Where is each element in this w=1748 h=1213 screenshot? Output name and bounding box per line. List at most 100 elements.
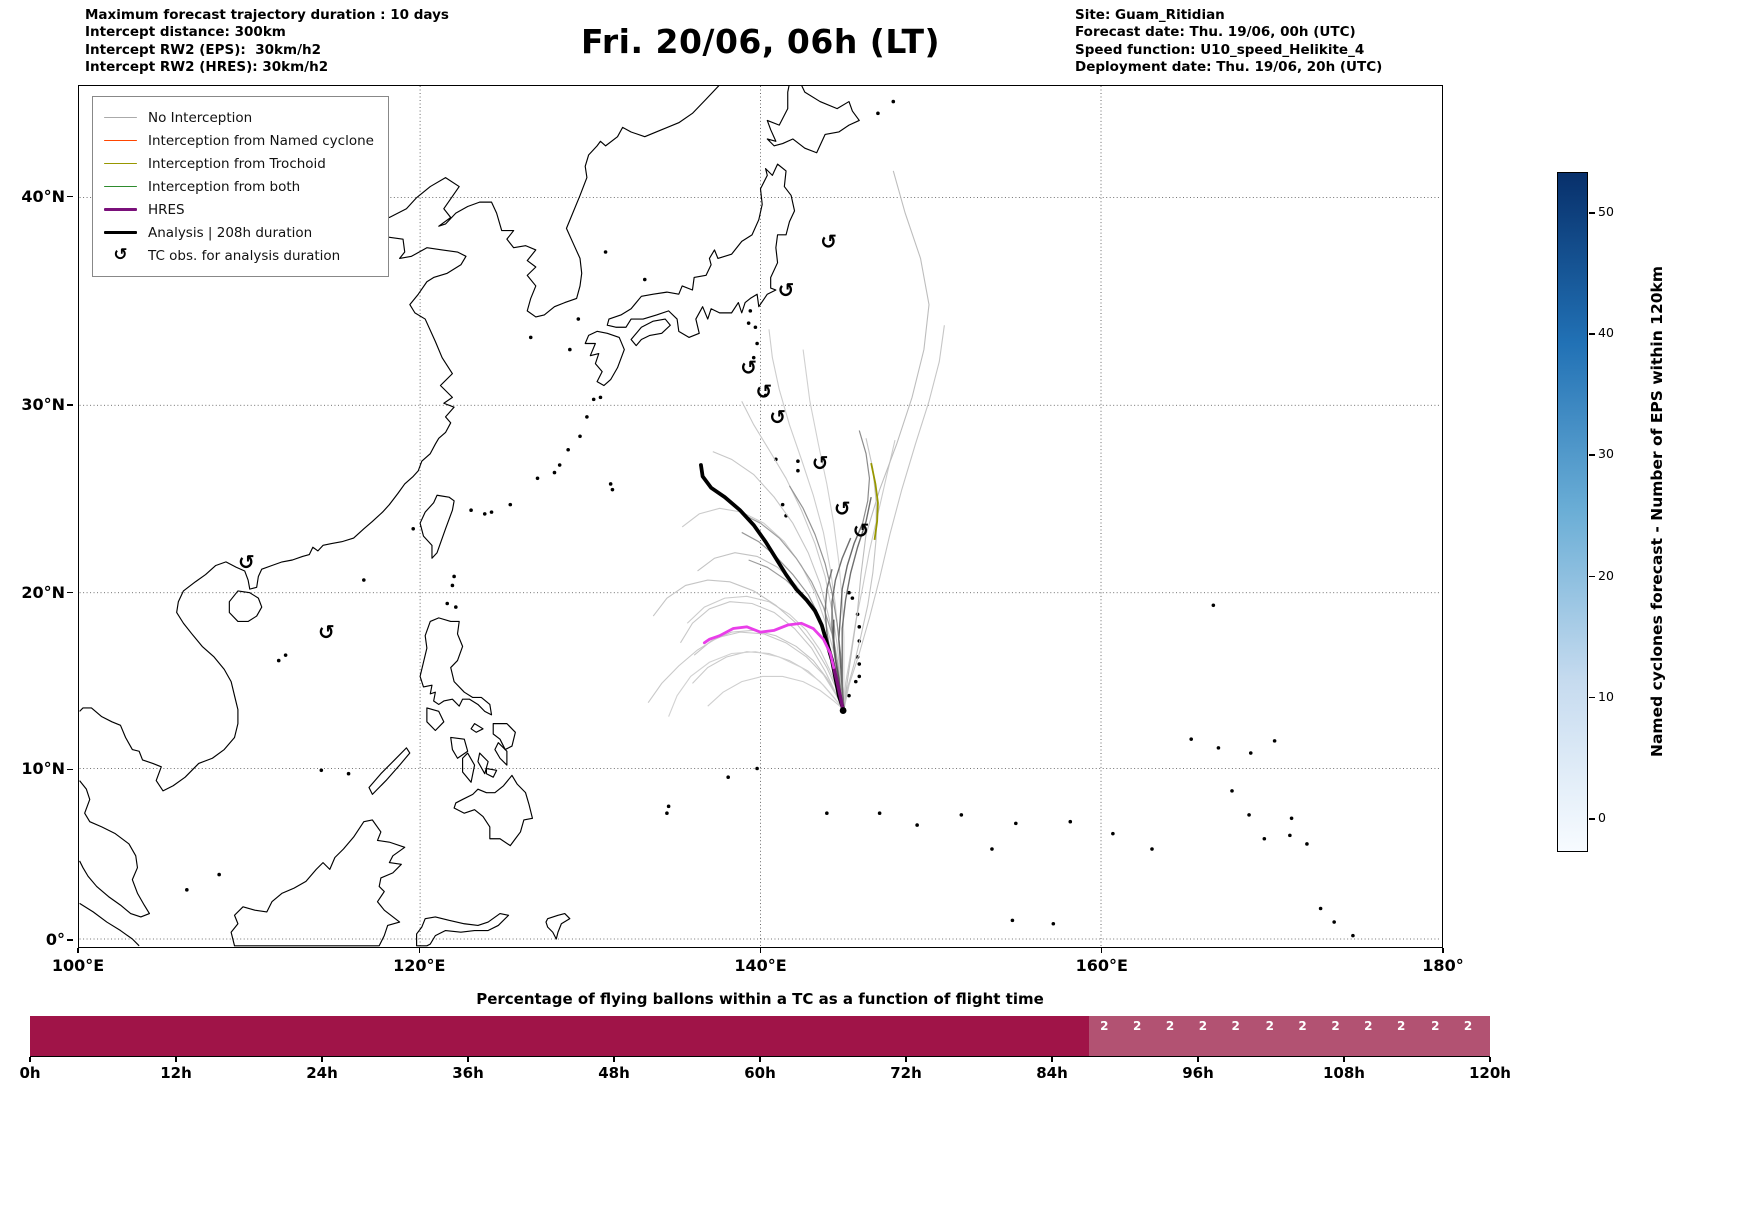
y-tick-label: 30°N bbox=[21, 395, 65, 414]
tc-observation-symbol: ↺ bbox=[820, 229, 837, 253]
colorbar-tick-label: 30 bbox=[1598, 446, 1614, 462]
eps-trajectory bbox=[841, 497, 872, 710]
bottom-x-tick-label: 24h bbox=[306, 1064, 338, 1082]
eps-trajectory bbox=[843, 170, 930, 710]
small-island-dot bbox=[847, 693, 851, 698]
small-island-dot bbox=[796, 468, 800, 473]
small-island-dot bbox=[726, 775, 730, 779]
island-coastline bbox=[453, 774, 534, 847]
balloon-count-label: 2 bbox=[1431, 1019, 1440, 1033]
bottom-x-tick-label: 12h bbox=[160, 1064, 192, 1082]
y-tick-mark bbox=[67, 939, 73, 941]
balloon-count-label: 2 bbox=[1265, 1019, 1274, 1033]
bottom-x-tick-mark bbox=[175, 1057, 177, 1062]
small-island-dot bbox=[1111, 831, 1115, 836]
y-tick-label: 10°N bbox=[21, 759, 65, 779]
balloon-count-label: 2 bbox=[1231, 1019, 1240, 1033]
hres-trajectory-start bbox=[832, 667, 845, 711]
small-island-dot bbox=[552, 470, 557, 475]
balloon-count-label: 2 bbox=[1165, 1019, 1175, 1033]
small-island-dot bbox=[319, 768, 324, 773]
balloon-count-label: 2 bbox=[1133, 1019, 1142, 1033]
small-island-dot bbox=[557, 463, 562, 467]
small-island-dot bbox=[877, 811, 882, 816]
small-island-dot bbox=[755, 766, 759, 771]
intercept-rw2-hres-line: Intercept RW2 (HRES): 30km/h2 bbox=[85, 59, 329, 76]
colorbar-tick-label: 10 bbox=[1598, 688, 1614, 704]
analysis-trajectory bbox=[699, 463, 846, 714]
small-island-dot bbox=[796, 459, 800, 464]
small-island-dot bbox=[450, 583, 455, 588]
island-coastline bbox=[485, 767, 498, 778]
small-island-dot bbox=[578, 434, 582, 439]
x-tick-label: 100°E bbox=[51, 956, 105, 975]
tc-observation-symbol: ↺ bbox=[740, 356, 757, 380]
legend-label: No Interception bbox=[148, 109, 253, 126]
small-island-dot bbox=[876, 111, 880, 116]
eps-trajectory bbox=[741, 513, 845, 710]
eps-trajectory bbox=[686, 595, 845, 710]
x-tick-label: 180° bbox=[1422, 956, 1464, 975]
legend-item: Interception from Trochoid bbox=[104, 152, 374, 175]
small-island-dot bbox=[666, 804, 671, 809]
trochoid-interception-trajectory bbox=[870, 462, 879, 540]
bottom-x-tick-label: 48h bbox=[598, 1064, 630, 1082]
small-island-dot bbox=[755, 341, 759, 346]
bottom-x-tick-mark bbox=[1489, 1057, 1491, 1062]
eps-trajectory bbox=[652, 579, 845, 710]
small-island-dot bbox=[665, 811, 669, 816]
forecast-date-line: Forecast date: Thu. 19/06, 00h (UTC) bbox=[1075, 24, 1356, 41]
small-island-dot bbox=[891, 99, 896, 104]
small-island-dot bbox=[746, 321, 751, 325]
colorbar-tick-mark bbox=[1589, 454, 1595, 456]
small-island-dot bbox=[283, 653, 288, 657]
eps-trajectory bbox=[680, 601, 845, 710]
legend-item: ↺ TC obs. for analysis duration bbox=[104, 244, 374, 267]
island-coastline bbox=[419, 494, 455, 559]
tc-observation-symbol: ↺ bbox=[778, 278, 795, 302]
small-island-dot bbox=[1288, 833, 1292, 838]
y-tick-label: 0° bbox=[45, 930, 65, 949]
small-island-dot bbox=[1230, 789, 1234, 793]
small-island-dot bbox=[508, 502, 513, 507]
small-island-dot bbox=[1014, 821, 1018, 826]
island-coastline bbox=[419, 617, 493, 716]
y-tick-label: 40°N bbox=[21, 186, 65, 206]
island-coastline bbox=[494, 742, 508, 766]
small-island-dot bbox=[598, 395, 603, 400]
island-coastline bbox=[450, 736, 469, 759]
small-island-dot bbox=[610, 487, 615, 492]
bottom-x-tick-label: 120h bbox=[1469, 1064, 1511, 1082]
eps-trajectory bbox=[802, 349, 845, 710]
colorbar-tick-label: 20 bbox=[1598, 567, 1614, 583]
small-island-dot bbox=[763, 393, 768, 398]
eps-trajectory bbox=[843, 438, 877, 710]
small-island-dot bbox=[1332, 920, 1336, 924]
legend-label: Analysis | 208h duration bbox=[148, 224, 313, 241]
y-tick-mark bbox=[67, 196, 73, 198]
small-island-dot bbox=[847, 590, 851, 595]
x-tick-label: 140°E bbox=[734, 956, 787, 975]
tc-observation-symbol: ↺ bbox=[318, 620, 335, 644]
tc-observation-symbol: ↺ bbox=[834, 496, 851, 520]
island-coastline bbox=[545, 913, 571, 940]
bottom-x-tick-mark bbox=[905, 1057, 907, 1062]
small-island-dot bbox=[566, 447, 570, 452]
island-coastline bbox=[630, 318, 671, 347]
island-coastline bbox=[228, 590, 263, 623]
colorbar-tick-mark bbox=[1589, 575, 1595, 578]
small-island-dot bbox=[276, 658, 281, 663]
colorbar-gradient bbox=[1557, 172, 1588, 852]
small-island-dot bbox=[1211, 603, 1216, 608]
bottom-chart-title: Percentage of flying ballons within a TC… bbox=[476, 990, 1044, 1008]
legend-item: Analysis | 208h duration bbox=[104, 221, 374, 244]
coastline bbox=[79, 780, 150, 918]
x-tick-mark bbox=[77, 948, 79, 953]
small-island-dot bbox=[217, 872, 221, 877]
small-island-dot bbox=[1289, 816, 1294, 821]
y-tick-label: 20°N bbox=[21, 582, 65, 602]
colorbar-tick-label: 40 bbox=[1598, 325, 1614, 341]
small-island-dot bbox=[1189, 737, 1193, 741]
small-island-dot bbox=[603, 250, 608, 254]
launch-site-marker bbox=[839, 707, 847, 714]
